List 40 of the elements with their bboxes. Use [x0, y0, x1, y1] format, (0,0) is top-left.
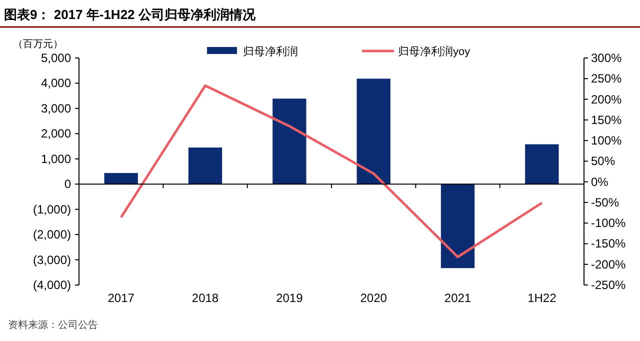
bar [188, 148, 222, 184]
y-tick-label: 1,000 [40, 152, 72, 166]
y2-tick-label: 200% [591, 92, 622, 106]
bar [272, 98, 306, 184]
y-tick-label: 3,000 [40, 101, 72, 116]
y-tick-label: (3,000) [32, 252, 71, 267]
y-axis-title: （百万元） [13, 39, 63, 50]
y-tick-label: 2,000 [40, 126, 72, 141]
y2-tick-label: -100% [591, 216, 626, 230]
x-tick-label: 2018 [192, 291, 219, 305]
y-tick-label: 4,000 [40, 76, 72, 90]
legend-label: 归母净利润 [243, 45, 298, 58]
y2-tick-label: -50% [591, 195, 620, 210]
text: 资料来源：公司公告 [8, 319, 98, 331]
x-tick-label: 2017 [108, 291, 135, 305]
y-tick-label: (1,000) [32, 202, 71, 216]
y2-tick-label: 300% [591, 51, 622, 65]
y-tick-label: (2,000) [32, 228, 71, 242]
y2-tick-label: 250% [591, 72, 622, 86]
y2-tick-label: 100% [591, 134, 622, 148]
y2-tick-label: -150% [591, 236, 626, 251]
y-tick-label: 0 [64, 177, 72, 192]
x-tick-label: 2021 [444, 291, 472, 305]
line-series [120, 84, 544, 258]
bar [525, 144, 559, 184]
y2-tick-label: -250% [591, 278, 626, 292]
x-tick-label: 1H22 [528, 291, 557, 305]
x-tick-label: 2020 [360, 291, 388, 305]
y-tick-label: (4,000) [32, 278, 71, 292]
y2-tick-label: -200% [591, 257, 626, 272]
y-tick-label: 5,000 [40, 51, 72, 65]
bar [356, 78, 390, 184]
x-tick-label: 2019 [276, 291, 304, 305]
chart-title: 图表9： 2017 年-1H22 公司归母净利润情况 [4, 7, 256, 22]
y2-tick-label: 0% [591, 174, 609, 189]
y2-tick-label: 150% [591, 112, 622, 127]
y2-tick-label: 50% [591, 154, 616, 168]
legend-label: 归母净利润yoy [398, 45, 471, 58]
bar [440, 184, 475, 268]
bar [104, 173, 138, 184]
